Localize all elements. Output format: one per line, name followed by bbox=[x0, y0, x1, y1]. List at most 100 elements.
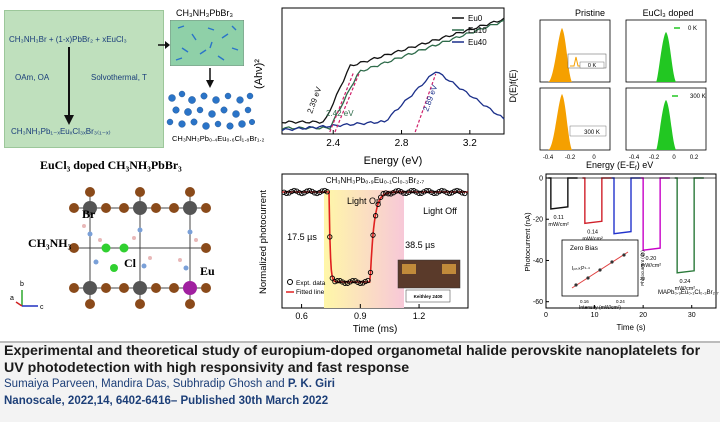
doped-label: CH₃NH₃Pb₀.₄Eu₀.₆Cl₁.₈Br₁.₂ bbox=[172, 134, 265, 143]
data-point bbox=[451, 188, 458, 194]
data-point bbox=[383, 190, 389, 196]
dos-tick-r4: 0.2 bbox=[690, 155, 699, 161]
dos-tick-r3: 0 bbox=[672, 155, 676, 161]
tangent-eu40 bbox=[414, 73, 437, 133]
synthesis-arrow-right bbox=[158, 41, 170, 49]
absorption-ticks-group: 2.4 2.8 3.2 bbox=[326, 130, 477, 149]
data-point bbox=[416, 190, 422, 196]
data-point bbox=[332, 278, 338, 285]
photocurrent-ytick-label: 0 bbox=[539, 176, 543, 183]
annotation-eu40: 2.89 eV bbox=[421, 83, 439, 113]
data-point bbox=[352, 278, 358, 284]
photocurrent-pulse-3 bbox=[640, 177, 670, 251]
axis-triad: b a c bbox=[10, 281, 44, 311]
dos-xlabel: Energy (E-Ef) eV bbox=[586, 160, 653, 170]
data-point bbox=[439, 187, 445, 194]
data-point bbox=[385, 191, 391, 197]
intensity-unit-1: mW/cm² bbox=[582, 236, 603, 242]
intensity-value-3: 0.20 bbox=[646, 256, 657, 262]
photocurrent-xtick-label: 30 bbox=[688, 312, 696, 319]
data-point bbox=[421, 189, 427, 195]
photocurrent-xtick-label: 10 bbox=[591, 312, 599, 319]
dos-panel-doped-300k: 300 K bbox=[625, 87, 707, 151]
doped-nanoplatelets-image bbox=[166, 90, 255, 130]
data-point bbox=[462, 190, 468, 197]
decay-time-label: 38.5 µs bbox=[405, 240, 435, 250]
undoped-label: CH₃NH₃PbBr₃ bbox=[176, 8, 234, 18]
data-point bbox=[355, 279, 361, 285]
data-point bbox=[367, 269, 374, 276]
data-point bbox=[281, 189, 287, 195]
data-point bbox=[403, 190, 409, 197]
photocurrent-sample: MAPb₀.₉Eu₀.₁Cl₀.₃Br₂.₇ bbox=[658, 290, 719, 296]
svg-text:a: a bbox=[10, 295, 14, 302]
response-legend: Expt. data Fitted line bbox=[286, 279, 326, 296]
dos-title-doped: EuCl₃ doped bbox=[643, 8, 694, 18]
response-xlabel: Time (ms) bbox=[353, 324, 398, 335]
data-point bbox=[454, 187, 460, 194]
eu-label: Eu bbox=[200, 264, 215, 278]
data-point bbox=[322, 187, 328, 194]
absorption-ylabel: (Ahν)² bbox=[253, 59, 265, 89]
intensity-unit-3: mW/cm² bbox=[641, 263, 662, 269]
data-point bbox=[286, 190, 292, 196]
photocurrent-chart: 0.11mW/cm²0.14mW/cm²0.16mW/cm²0.20mW/cm²… bbox=[523, 173, 719, 332]
dos-tick-l2: -0.2 bbox=[565, 155, 576, 161]
photocurrent-ytick-label: -40 bbox=[533, 258, 543, 265]
corresponding-author: P. K. Giri bbox=[287, 378, 335, 390]
data-point bbox=[324, 189, 330, 195]
inset-fit: Iₚₕ∝P¹·⁴ bbox=[572, 266, 590, 272]
data-point bbox=[291, 187, 297, 194]
photocurrent-ylabel: Photocurrent (nA) bbox=[523, 212, 532, 272]
tangent-eu0 bbox=[329, 71, 355, 133]
data-point bbox=[283, 190, 290, 197]
data-point bbox=[334, 278, 341, 284]
photoresponse-chart: CH₃NH₃Pb₀.₉Eu₀.₁Cl₀.₃Br₂.₇ Light On Ligh… bbox=[258, 173, 469, 335]
photocurrent-ytick-label: -20 bbox=[533, 217, 543, 224]
data-point bbox=[319, 188, 325, 194]
inset-ylabel: Photocurrent (nA) bbox=[640, 250, 645, 286]
product-formula: CH₃NH₃Pb₁₋ₓEuₓCl₃ₓBr₃₍₁₋ₓ₎ bbox=[11, 127, 111, 136]
response-tick-label: 0.6 bbox=[295, 311, 308, 321]
dos-tick-l3: 0 bbox=[592, 155, 596, 161]
dos-title-pristine: Pristine bbox=[575, 8, 605, 18]
journal-citation: Nanoscale, 2022,14, 6402-6416– Published… bbox=[4, 395, 329, 407]
intensity-unit-0: mW/cm² bbox=[548, 222, 569, 228]
data-point bbox=[370, 232, 376, 238]
intensity-value-4: 0.24 bbox=[680, 279, 691, 285]
svg-text:Expt. data: Expt. data bbox=[296, 280, 326, 287]
absorption-tick-label: 3.2 bbox=[463, 138, 477, 149]
annotation-eu0: 2.39 eV bbox=[305, 85, 323, 115]
dos-temp-300k-pristine: 300 K bbox=[584, 130, 600, 136]
data-point bbox=[395, 187, 402, 194]
crystal-title: EuCl₃ doped CH₃NH₃PbBr₃ bbox=[40, 158, 182, 172]
data-point bbox=[327, 234, 333, 240]
data-point bbox=[431, 190, 437, 197]
photocurrent-xtick-label: 20 bbox=[639, 312, 647, 319]
data-point bbox=[441, 188, 447, 194]
data-point bbox=[339, 279, 346, 285]
tangent-eu10 bbox=[334, 73, 360, 133]
conditions-left: OAm, OA bbox=[15, 73, 50, 82]
response-tick-label: 0.9 bbox=[354, 311, 367, 321]
svg-text:0.24: 0.24 bbox=[616, 299, 625, 304]
dos-temp-0k-doped: 0 K bbox=[688, 26, 697, 32]
data-point bbox=[362, 278, 369, 285]
intensity-value-1: 0.14 bbox=[587, 229, 598, 235]
intensity-unit-4: mW/cm² bbox=[675, 286, 696, 292]
absorption-xlabel: Energy (eV) bbox=[364, 155, 423, 167]
data-point bbox=[299, 190, 305, 197]
keithley-label: Keithley 2400 bbox=[414, 294, 443, 299]
dos-panel-pristine-300k: 300 K bbox=[539, 87, 611, 151]
photocurrent-pulse-0 bbox=[548, 177, 578, 210]
response-ylabel: Normalized photocurrent bbox=[258, 190, 269, 294]
absorption-tick-label: 2.8 bbox=[395, 138, 409, 149]
response-data-group bbox=[281, 187, 468, 287]
dos-chart: Pristine EuCl₃ doped D(E)f(E) 0 K 0 K 30… bbox=[508, 8, 707, 170]
photocurrent-pulse-1 bbox=[582, 177, 612, 225]
data-point bbox=[459, 190, 465, 196]
data-point bbox=[413, 189, 419, 195]
response-tick-label: 1.2 bbox=[413, 311, 426, 321]
absorption-line-eu40 bbox=[281, 71, 505, 132]
conditions-right: Solvothermal, T bbox=[91, 73, 147, 82]
